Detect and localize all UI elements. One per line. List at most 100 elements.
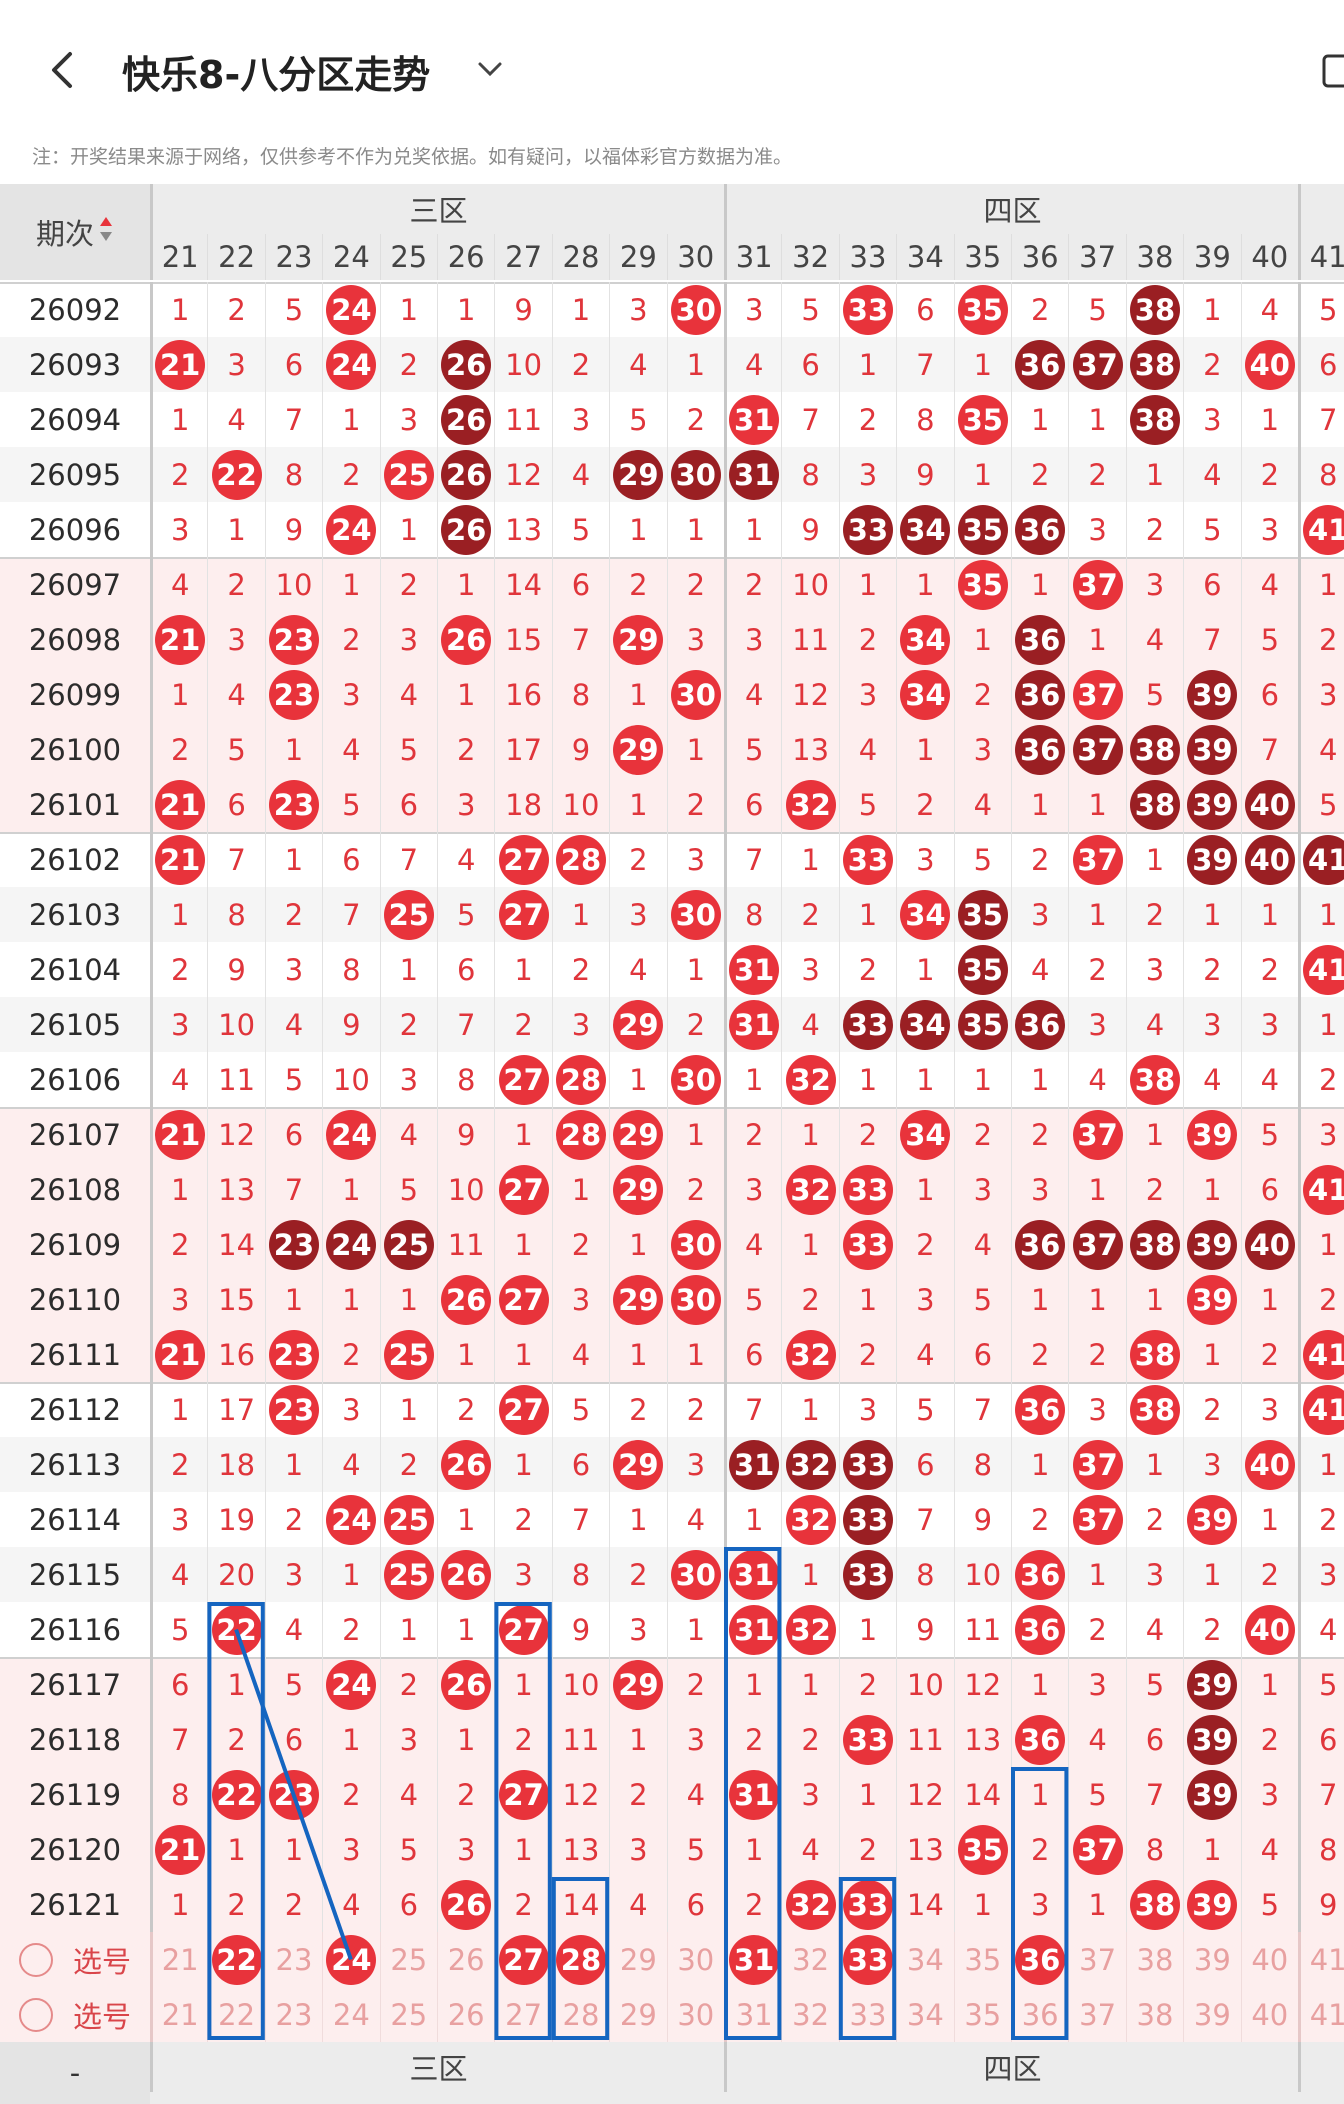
pick-cell[interactable]: 28 bbox=[551, 1932, 609, 1987]
pick-cell[interactable]: 38 bbox=[1125, 1932, 1183, 1987]
pick-cell[interactable]: 31 bbox=[724, 1932, 781, 1987]
radio-circle-icon[interactable] bbox=[18, 1997, 53, 2032]
number-cell: 7 bbox=[1183, 612, 1240, 667]
pick-cell[interactable]: 25 bbox=[379, 1932, 437, 1987]
pick-cell[interactable]: 24 bbox=[322, 1932, 379, 1987]
pick-cell[interactable]: 28 bbox=[551, 1987, 609, 2042]
pick-cell[interactable]: 22 bbox=[207, 1987, 264, 2042]
pick-cell[interactable]: 37 bbox=[1068, 1987, 1125, 2042]
drawn-ball: 26 bbox=[441, 1439, 492, 1490]
miss-count: 9 bbox=[801, 512, 820, 547]
table-row[interactable] bbox=[0, 502, 1344, 557]
pick-cell[interactable]: 27 bbox=[494, 1987, 551, 2042]
pick-cell[interactable]: 33 bbox=[838, 1932, 896, 1987]
pick-cell[interactable]: 34 bbox=[896, 1932, 953, 1987]
table-row[interactable] bbox=[0, 1327, 1344, 1382]
table-row[interactable] bbox=[0, 612, 1344, 667]
pick-cell[interactable]: 38 bbox=[1125, 1987, 1183, 2042]
pick-number: 31 bbox=[735, 1997, 773, 2032]
pick-cell[interactable]: 41 bbox=[1298, 1932, 1344, 1987]
pick-cell[interactable]: 29 bbox=[609, 1987, 666, 2042]
pick-label-cell[interactable]: 选号 bbox=[0, 1932, 150, 1987]
selected-ball[interactable]: 22 bbox=[211, 1934, 262, 1985]
miss-count: 2 bbox=[1260, 952, 1280, 987]
drawn-ball: 41 bbox=[1303, 944, 1344, 995]
pick-cell[interactable]: 22 bbox=[207, 1932, 264, 1987]
number-cell: 39 bbox=[1183, 1492, 1240, 1547]
number-cell: 4 bbox=[1125, 612, 1183, 667]
number-cell: 13 bbox=[551, 1822, 609, 1877]
pick-cell[interactable]: 33 bbox=[838, 1987, 896, 2042]
pick-cell[interactable]: 32 bbox=[781, 1932, 838, 1987]
drawn-ball: 39 bbox=[1187, 1494, 1238, 1545]
miss-count: 1 bbox=[399, 512, 419, 547]
title-dropdown-button[interactable] bbox=[472, 52, 508, 88]
radio-circle-icon[interactable] bbox=[18, 1942, 53, 1977]
pick-number: 26 bbox=[447, 1997, 485, 2032]
table-row[interactable] bbox=[0, 1382, 1344, 1437]
miss-count: 1 bbox=[973, 347, 993, 382]
number-cell: 1 bbox=[1240, 1272, 1298, 1327]
drawn-ball: 29 bbox=[613, 1439, 664, 1490]
selected-ball[interactable]: 24 bbox=[326, 1934, 377, 1985]
number-cell: 27 bbox=[494, 1602, 551, 1657]
number-cell: 6 bbox=[1125, 1712, 1183, 1767]
table-row[interactable] bbox=[0, 1107, 1344, 1162]
selected-ball[interactable]: 33 bbox=[842, 1934, 893, 1985]
pick-cell[interactable]: 40 bbox=[1240, 1987, 1298, 2042]
pick-cell[interactable]: 37 bbox=[1068, 1932, 1125, 1987]
screen-icon[interactable] bbox=[1320, 52, 1344, 92]
pick-label-cell[interactable]: 选号 bbox=[0, 1987, 150, 2042]
table-row[interactable] bbox=[0, 1162, 1344, 1217]
number-cell: 1 bbox=[896, 1052, 953, 1107]
pick-cell[interactable]: 39 bbox=[1183, 1987, 1240, 2042]
table-row[interactable] bbox=[0, 392, 1344, 447]
pick-cell[interactable]: 39 bbox=[1183, 1932, 1240, 1987]
pick-cell[interactable]: 35 bbox=[953, 1987, 1011, 2042]
pick-cell[interactable]: 27 bbox=[494, 1932, 551, 1987]
miss-count: 1 bbox=[629, 787, 648, 822]
selected-ball[interactable]: 27 bbox=[498, 1934, 549, 1985]
number-cell: 2 bbox=[150, 722, 207, 777]
pick-cell[interactable]: 35 bbox=[953, 1932, 1011, 1987]
number-cell: 1 bbox=[379, 502, 437, 557]
pick-cell[interactable]: 41 bbox=[1298, 1987, 1344, 2042]
pick-cell[interactable]: 36 bbox=[1011, 1987, 1068, 2042]
selected-ball[interactable]: 36 bbox=[1015, 1934, 1066, 1985]
table-row[interactable] bbox=[0, 942, 1344, 997]
selected-ball[interactable]: 31 bbox=[729, 1934, 780, 1985]
number-cell: 40 bbox=[1240, 777, 1298, 832]
number-cell: 1 bbox=[724, 1052, 781, 1107]
pick-cell[interactable]: 24 bbox=[322, 1987, 379, 2042]
period-header[interactable]: 期次 bbox=[0, 184, 150, 280]
pick-cell[interactable]: 23 bbox=[264, 1932, 322, 1987]
miss-count: 7 bbox=[973, 1392, 993, 1427]
pick-cell[interactable]: 21 bbox=[150, 1932, 207, 1987]
number-cell: 19 bbox=[207, 1492, 264, 1547]
pick-cell[interactable]: 40 bbox=[1240, 1932, 1298, 1987]
pick-cell[interactable]: 34 bbox=[896, 1987, 953, 2042]
miss-count: 20 bbox=[218, 1557, 256, 1592]
pick-cell[interactable]: 29 bbox=[609, 1932, 666, 1987]
pick-cell[interactable]: 25 bbox=[379, 1987, 437, 2042]
table-row[interactable] bbox=[0, 997, 1344, 1052]
pick-cell[interactable]: 31 bbox=[724, 1987, 781, 2042]
number-cell: 2 bbox=[551, 1217, 609, 1272]
number-cell: 1 bbox=[1125, 832, 1183, 887]
selected-ball[interactable]: 28 bbox=[555, 1934, 606, 1985]
pick-cell[interactable]: 26 bbox=[437, 1987, 494, 2042]
pick-cell[interactable]: 36 bbox=[1011, 1932, 1068, 1987]
period-cell: 26102 bbox=[28, 842, 122, 877]
table-row[interactable] bbox=[0, 777, 1344, 832]
miss-count: 2 bbox=[744, 567, 764, 602]
pick-cell[interactable]: 32 bbox=[781, 1987, 838, 2042]
pick-cell[interactable]: 30 bbox=[666, 1932, 724, 1987]
drawn-ball: 23 bbox=[268, 1769, 319, 1820]
back-button[interactable] bbox=[36, 40, 96, 100]
zone-header bbox=[1298, 184, 1344, 234]
pick-cell[interactable]: 21 bbox=[150, 1987, 207, 2042]
pick-cell[interactable]: 26 bbox=[437, 1932, 494, 1987]
pick-cell[interactable]: 30 bbox=[666, 1987, 724, 2042]
number-cell: 3 bbox=[379, 1712, 437, 1767]
pick-cell[interactable]: 23 bbox=[264, 1987, 322, 2042]
